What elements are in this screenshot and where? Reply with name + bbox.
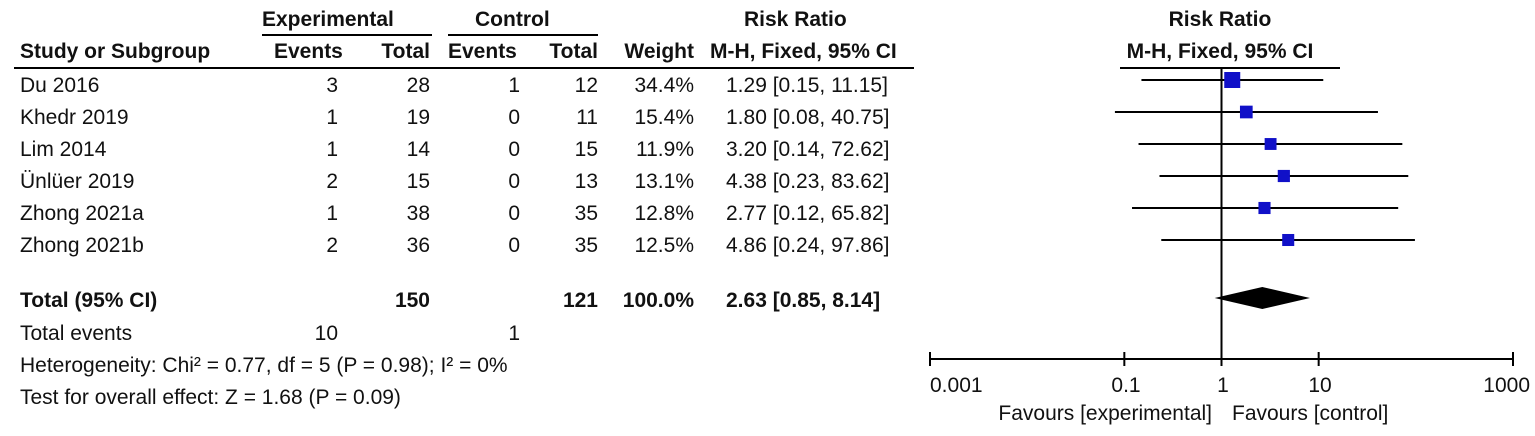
pooled-effect-diamond (1214, 287, 1310, 309)
exp-total: 14 (406, 138, 430, 161)
control-header: Control (475, 8, 550, 31)
ctl-events: 0 (508, 170, 520, 193)
ctl-total: 35 (574, 202, 598, 225)
total-ci-text: 2.63 [0.85, 8.14] (726, 289, 881, 312)
ctl-total: 13 (574, 170, 598, 193)
ci-text: 3.20 [0.14, 72.62] (726, 138, 890, 161)
study-column-header: Study or Subgroup (20, 40, 211, 63)
exp-total-header: Total (381, 40, 430, 63)
study-name: Khedr 2019 (20, 106, 129, 129)
study-name: Lim 2014 (20, 138, 107, 161)
effect-size-marker (1282, 233, 1295, 247)
study-name: Du 2016 (20, 74, 100, 97)
ctl-events-header: Events (448, 40, 517, 63)
total-events-label: Total events (20, 322, 133, 345)
risk-ratio-header: Risk Ratio (744, 8, 847, 31)
table-header-rule (14, 67, 914, 69)
effect-size-marker (1258, 201, 1271, 215)
study-name: Zhong 2021a (20, 202, 144, 225)
exp-events: 2 (326, 170, 338, 193)
plot-method-header: M-H, Fixed, 95% CI (1126, 40, 1314, 63)
exp-total: 19 (406, 106, 430, 129)
exp-events: 1 (326, 106, 338, 129)
weight: 34.4% (634, 74, 694, 97)
exp-total: 15 (406, 170, 430, 193)
ctl-total: 12 (574, 74, 598, 97)
total-events-exp: 10 (314, 322, 338, 345)
total-weight: 100.0% (622, 289, 694, 312)
experimental-underline (262, 34, 432, 36)
ctl-events: 1 (508, 74, 520, 97)
exp-total: 38 (406, 202, 430, 225)
effect-size-marker (1277, 169, 1290, 183)
study-name: Zhong 2021b (20, 234, 144, 257)
exp-total: 36 (406, 234, 430, 257)
ctl-total-header: Total (549, 40, 598, 63)
effect-size-marker (1224, 72, 1241, 88)
exp-events-header: Events (274, 40, 343, 63)
axis-tick-label-0.001: 0.001 (930, 374, 983, 397)
ci-text: 2.77 [0.12, 65.82] (726, 202, 890, 225)
control-underline (448, 34, 598, 36)
ctl-events: 0 (508, 106, 520, 129)
ci-text: 4.86 [0.24, 97.86] (726, 234, 890, 257)
exp-events: 1 (326, 202, 338, 225)
axis-tick-label-10: 10 (1308, 374, 1332, 397)
ctl-total: 35 (574, 234, 598, 257)
axis-tick-label-1000: 1000 (1483, 374, 1530, 397)
study-name: Ünlüer 2019 (20, 170, 135, 193)
heterogeneity-text: Heterogeneity: Chi² = 0.77, df = 5 (P = … (20, 354, 508, 377)
ci-text: 1.29 [0.15, 11.15] (726, 74, 888, 97)
axis-tick-label-0.1: 0.1 (1111, 374, 1141, 397)
ci-text: 4.38 [0.23, 83.62] (726, 170, 890, 193)
weight-header: Weight (624, 40, 694, 63)
weight: 12.8% (634, 202, 694, 225)
exp-events: 3 (326, 74, 338, 97)
ctl-events: 0 (508, 234, 520, 257)
ctl-events: 0 (508, 138, 520, 161)
exp-total: 28 (406, 74, 430, 97)
axis-tick-label-1: 1 (1217, 374, 1229, 397)
ctl-events: 0 (508, 202, 520, 225)
total-ctl-total: 121 (562, 289, 598, 312)
ctl-total: 15 (574, 138, 598, 161)
favours-control-label: Favours [control] (1232, 402, 1389, 425)
total-label: Total (95% CI) (20, 289, 158, 312)
plot-title: Risk Ratio (1168, 8, 1272, 31)
total-exp-total: 150 (394, 289, 430, 312)
exp-events: 2 (326, 234, 338, 257)
effect-size-marker (1264, 138, 1277, 150)
weight: 13.1% (634, 170, 694, 193)
plot-header-rule (1120, 67, 1340, 69)
weight: 12.5% (634, 234, 694, 257)
ci-text: 1.80 [0.08, 40.75] (726, 106, 890, 129)
weight: 15.4% (634, 106, 694, 129)
favours-experimental-label: Favours [experimental] (998, 402, 1212, 425)
weight: 11.9% (636, 138, 694, 161)
exp-events: 1 (326, 138, 338, 161)
experimental-header: Experimental (262, 8, 394, 31)
overall-effect-text: Test for overall effect: Z = 1.68 (P = 0… (20, 386, 401, 409)
total-events-ctl: 1 (508, 322, 520, 345)
method-header: M-H, Fixed, 95% CI (710, 40, 897, 63)
ctl-total: 11 (576, 106, 598, 129)
effect-size-marker (1239, 105, 1253, 119)
